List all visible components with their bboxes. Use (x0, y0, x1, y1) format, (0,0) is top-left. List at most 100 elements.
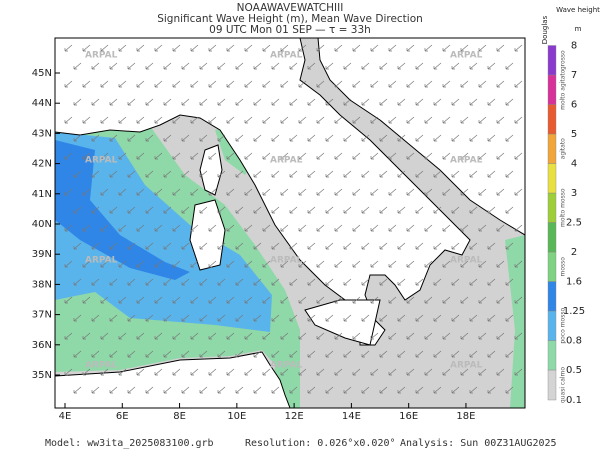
arrow (442, 224, 451, 232)
arrow (235, 98, 244, 106)
arrow (217, 62, 226, 70)
arrow (307, 170, 316, 178)
lat-label: 42N (32, 159, 52, 170)
arrow (190, 260, 199, 268)
arrow (451, 134, 460, 142)
arrow (379, 98, 388, 106)
arrow (154, 332, 163, 340)
arrow (109, 386, 118, 394)
arrow (262, 296, 271, 304)
arrow (415, 62, 424, 70)
arrow (190, 332, 199, 340)
arrow (325, 242, 334, 250)
arrow (64, 152, 73, 160)
arrow (289, 242, 298, 250)
arrow (343, 242, 352, 250)
arrow (406, 44, 415, 52)
arrow (397, 278, 406, 286)
arrow (307, 242, 316, 250)
arrow (415, 170, 424, 178)
arrow (244, 188, 253, 196)
arrow (199, 98, 208, 106)
arrow (235, 62, 244, 70)
arrow (289, 278, 298, 286)
arrow (361, 242, 370, 250)
colorbar-label: 2 (571, 247, 577, 258)
arrow (154, 260, 163, 268)
arrow (226, 296, 235, 304)
arrow (514, 44, 523, 52)
arrow (307, 62, 316, 70)
lat-label: 41N (32, 189, 52, 200)
arrow (73, 62, 82, 70)
arrow (298, 296, 307, 304)
arrow (424, 116, 433, 124)
arrow (181, 206, 190, 214)
arrow (298, 152, 307, 160)
arrow (505, 170, 514, 178)
arrow (136, 188, 145, 196)
arrow (109, 134, 118, 142)
lat-label: 44N (32, 98, 52, 109)
arrow (487, 278, 496, 286)
arrow (496, 80, 505, 88)
arrow (136, 44, 145, 52)
arrow (316, 224, 325, 232)
watermark: ARPAL (450, 156, 483, 166)
arrow (253, 350, 262, 358)
arrow (343, 62, 352, 70)
arrow (442, 260, 451, 268)
colorbar-header: Wave height (556, 6, 600, 14)
arrow (307, 98, 316, 106)
arrow (496, 116, 505, 124)
arrow (406, 296, 415, 304)
arrow (433, 134, 442, 142)
arrow (244, 368, 253, 376)
colorbar-label: 0.8 (566, 336, 582, 347)
arrow (271, 278, 280, 286)
arrow (469, 98, 478, 106)
arrow (406, 332, 415, 340)
arrow (451, 386, 460, 394)
arrow (505, 350, 514, 358)
arrow (73, 98, 82, 106)
arrow (352, 224, 361, 232)
arrow (262, 224, 271, 232)
arrow (190, 188, 199, 196)
arrow (406, 260, 415, 268)
arrow (100, 296, 109, 304)
arrow (217, 98, 226, 106)
arrow (64, 80, 73, 88)
arrow (478, 116, 487, 124)
arrow (469, 386, 478, 394)
arrow (253, 98, 262, 106)
arrow (154, 368, 163, 376)
arrow (163, 98, 172, 106)
lon-label: 6E (116, 411, 129, 422)
arrow (82, 44, 91, 52)
arrow (172, 296, 181, 304)
arrow (100, 80, 109, 88)
arrow (235, 170, 244, 178)
arrow (469, 170, 478, 178)
arrow (208, 116, 217, 124)
colorbar-unit: m (575, 25, 582, 33)
arrow (154, 116, 163, 124)
arrow (514, 368, 523, 376)
arrow (352, 116, 361, 124)
watermark: ARPAL (85, 361, 118, 371)
arrow (118, 296, 127, 304)
arrow (496, 368, 505, 376)
arrow (226, 116, 235, 124)
footer-resolution: Resolution: 0.026°x0.020° (245, 438, 396, 449)
arrow (415, 206, 424, 214)
arrow (253, 134, 262, 142)
arrow (325, 314, 334, 322)
arrow (280, 332, 289, 340)
arrow (217, 278, 226, 286)
arrow (379, 170, 388, 178)
arrow (388, 44, 397, 52)
colorbar-label: 3 (571, 188, 577, 199)
arrow (181, 278, 190, 286)
arrow (433, 206, 442, 214)
